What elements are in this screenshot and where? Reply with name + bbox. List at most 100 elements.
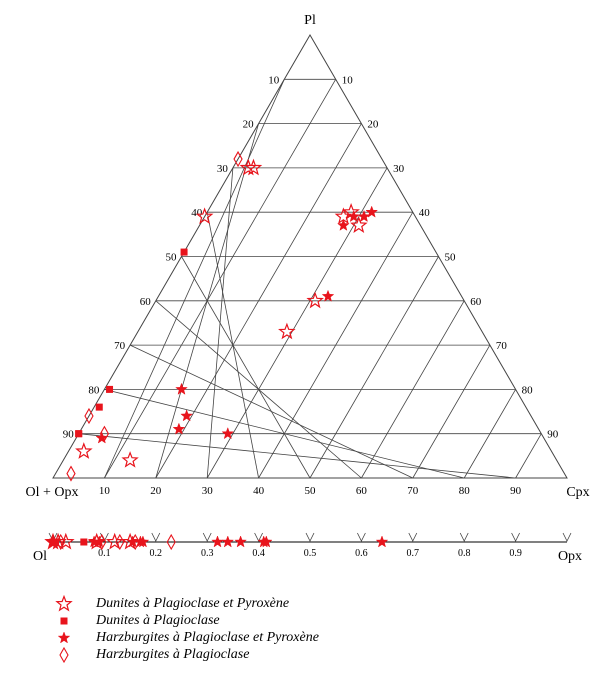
legend-label: Harzburgites à Plagioclase bbox=[96, 646, 250, 662]
apex-label-cpx: Cpx bbox=[566, 485, 589, 500]
tick-label: 40 bbox=[253, 485, 265, 497]
grid-line bbox=[309, 256, 439, 479]
data-point-square bbox=[95, 403, 103, 411]
tick-label: 0.6 bbox=[355, 548, 368, 559]
data-point-open-star bbox=[350, 216, 368, 234]
ternary-diagram: 10 20 30 40 50 60 70 80 90 90 80 70 60 50 40 30 20 10 10 20… bbox=[25, 13, 589, 564]
tick-label: 80 bbox=[459, 485, 471, 497]
axis-tick bbox=[305, 532, 315, 542]
tick-label: 20 bbox=[243, 119, 255, 131]
tick-label: 90 bbox=[63, 429, 75, 441]
data-point-open-star bbox=[55, 595, 73, 612]
tick-label: 30 bbox=[217, 163, 229, 175]
grid-line bbox=[463, 389, 516, 479]
open-star-icon bbox=[55, 595, 73, 612]
tick-label: 0.9 bbox=[509, 548, 522, 559]
tick-label: 60 bbox=[140, 296, 152, 308]
data-point-star bbox=[211, 535, 224, 548]
tick-label: 10 bbox=[99, 485, 111, 497]
data-point-star bbox=[365, 205, 379, 218]
filled-square-icon bbox=[60, 617, 68, 625]
legend-label: Dunites à Plagioclase bbox=[96, 612, 220, 628]
tick-label: 50 bbox=[166, 252, 178, 264]
axis-label-ol: Ol bbox=[33, 549, 47, 564]
tick-label: 50 bbox=[445, 252, 457, 264]
data-point-open-star bbox=[57, 532, 75, 550]
data-point-square bbox=[75, 430, 83, 438]
legend-item: Dunites à Plagioclase bbox=[52, 612, 319, 629]
data-point-star bbox=[221, 535, 235, 548]
tick-label: 60 bbox=[470, 296, 482, 308]
legend-item: Harzburgites à Plagioclase bbox=[52, 646, 319, 663]
data-point-open-star bbox=[306, 291, 324, 309]
axis-tick bbox=[408, 532, 418, 542]
grid-line bbox=[104, 79, 285, 479]
legend-label: Harzburgites à Plagioclase et Pyroxène bbox=[96, 629, 319, 645]
tick-label: 0.2 bbox=[150, 548, 163, 559]
tick-label: 30 bbox=[202, 485, 214, 497]
tick-label: 90 bbox=[510, 485, 522, 497]
data-point-star bbox=[175, 382, 188, 395]
axis-tick bbox=[357, 532, 366, 542]
data-point-open-diamond bbox=[130, 533, 140, 551]
ternary-tick-labels: 10 20 30 40 50 60 70 80 90 90 80 70 60 50 40 30 20 10 10 20… bbox=[63, 74, 559, 497]
tick-label: 80 bbox=[88, 384, 100, 396]
data-point-open-diamond bbox=[97, 533, 107, 551]
tick-label: 40 bbox=[419, 207, 431, 219]
legend: Dunites à Plagioclase et Pyroxène Dunite… bbox=[52, 595, 319, 663]
axis-tick bbox=[459, 532, 469, 542]
data-point-star bbox=[259, 535, 273, 548]
tick-label: 0.7 bbox=[407, 548, 420, 559]
tick-label: 30 bbox=[393, 163, 405, 175]
data-point-open-diamond bbox=[115, 533, 125, 551]
legend-item: Dunites à Plagioclase et Pyroxène bbox=[52, 595, 319, 612]
legend-label: Dunites à Plagioclase et Pyroxène bbox=[96, 595, 290, 611]
data-point-star bbox=[357, 209, 371, 223]
data-point-open-star bbox=[195, 207, 214, 225]
data-point-star bbox=[337, 218, 350, 231]
data-point-open-star bbox=[121, 451, 139, 468]
data-point-star bbox=[321, 289, 335, 302]
data-point-open-diamond bbox=[56, 533, 66, 551]
tick-label: 70 bbox=[114, 340, 126, 352]
data-point-open-diamond bbox=[66, 465, 76, 482]
grid-line bbox=[206, 212, 259, 479]
tick-label: 10 bbox=[268, 74, 280, 86]
tick-label: 90 bbox=[547, 429, 559, 441]
data-point-star bbox=[57, 631, 71, 644]
grid-line bbox=[515, 433, 542, 479]
data-point-star bbox=[95, 431, 109, 444]
data-point-open-diamond bbox=[84, 407, 94, 425]
tick-label: 20 bbox=[150, 485, 162, 497]
grid-line bbox=[206, 167, 388, 479]
tick-label: 60 bbox=[356, 485, 368, 497]
grid-line bbox=[181, 256, 311, 479]
tick-label: 70 bbox=[496, 340, 508, 352]
ol-opx-tick-labels: 0.1 0.2 0.3 0.4 0.5 0.6 0.7 0.8 0.9 bbox=[98, 548, 522, 559]
tick-label: 20 bbox=[367, 119, 379, 131]
axis-label-opx: Opx bbox=[558, 549, 582, 564]
data-point-open-star bbox=[75, 442, 93, 459]
tick-label: 0.3 bbox=[201, 548, 214, 559]
grid-line bbox=[155, 123, 259, 479]
legend-item: Harzburgites à Plagioclase et Pyroxène bbox=[52, 629, 319, 646]
axis-tick bbox=[254, 532, 263, 542]
data-point-square bbox=[60, 617, 68, 625]
data-point-open-star bbox=[244, 158, 263, 176]
tick-label: 10 bbox=[342, 74, 354, 86]
filled-star-icon bbox=[57, 631, 71, 644]
tick-label: 0.5 bbox=[304, 548, 317, 559]
ternary-grid bbox=[52, 34, 568, 479]
tick-label: 40 bbox=[191, 207, 203, 219]
grid-line bbox=[206, 167, 234, 479]
tick-label: 70 bbox=[407, 485, 419, 497]
data-point-star bbox=[180, 409, 193, 422]
tick-label: 80 bbox=[522, 384, 534, 396]
data-point-open-diamond bbox=[59, 646, 69, 663]
tick-label: 50 bbox=[305, 485, 317, 497]
data-point-open-diamond bbox=[166, 533, 176, 551]
open-diamond-icon bbox=[59, 646, 69, 663]
grid-line bbox=[361, 300, 465, 479]
tick-label: 0.1 bbox=[98, 548, 111, 559]
data-point-square bbox=[80, 538, 88, 546]
